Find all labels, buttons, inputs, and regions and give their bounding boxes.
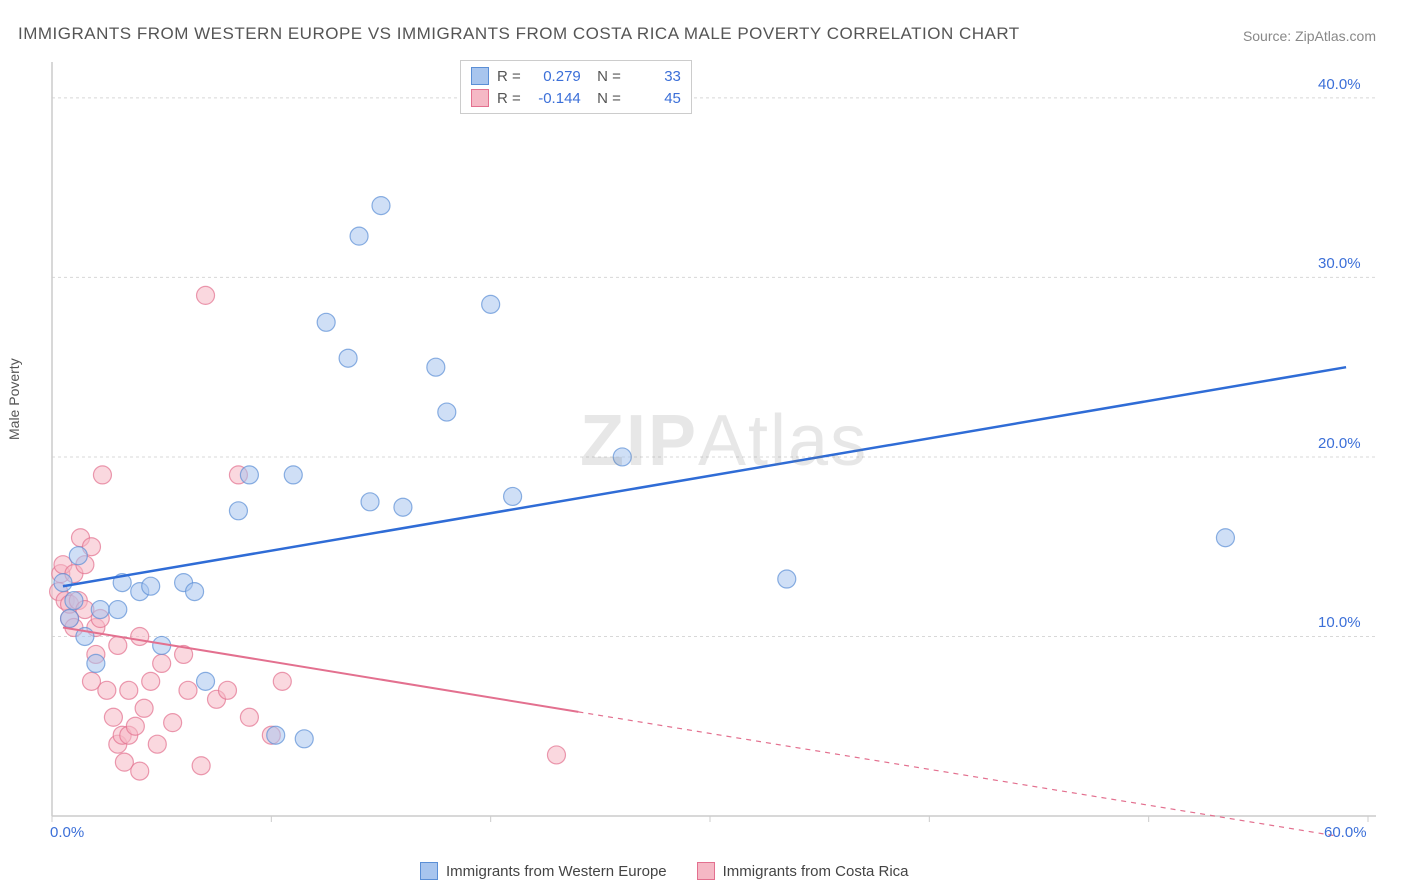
scatter-plot [48, 56, 1378, 836]
series-swatch [420, 862, 438, 880]
y-tick-label: 40.0% [1318, 76, 1361, 93]
chart-area [48, 56, 1378, 836]
y-axis-label: Male Poverty [6, 358, 22, 440]
y-tick-label: 30.0% [1318, 255, 1361, 272]
legend-bottom: Immigrants from Western Europe Immigrants… [420, 862, 909, 880]
x-tick-label: 60.0% [1324, 824, 1367, 841]
legend-stats-row: R =0.279 N =33 [471, 65, 681, 87]
legend-label: Immigrants from Western Europe [446, 863, 667, 880]
legend-item: Immigrants from Costa Rica [697, 862, 909, 880]
legend-stats-box: R =0.279 N =33R =-0.144 N =45 [460, 60, 692, 114]
series-swatch [697, 862, 715, 880]
chart-title: IMMIGRANTS FROM WESTERN EUROPE VS IMMIGR… [18, 24, 1020, 44]
y-tick-label: 10.0% [1318, 614, 1361, 631]
y-tick-label: 20.0% [1318, 435, 1361, 452]
legend-stats-row: R =-0.144 N =45 [471, 87, 681, 109]
source-label: Source: ZipAtlas.com [1243, 28, 1376, 44]
legend-item: Immigrants from Western Europe [420, 862, 667, 880]
legend-label: Immigrants from Costa Rica [723, 863, 909, 880]
x-tick-label: 0.0% [50, 824, 84, 841]
series-swatch [471, 67, 489, 85]
series-swatch [471, 89, 489, 107]
